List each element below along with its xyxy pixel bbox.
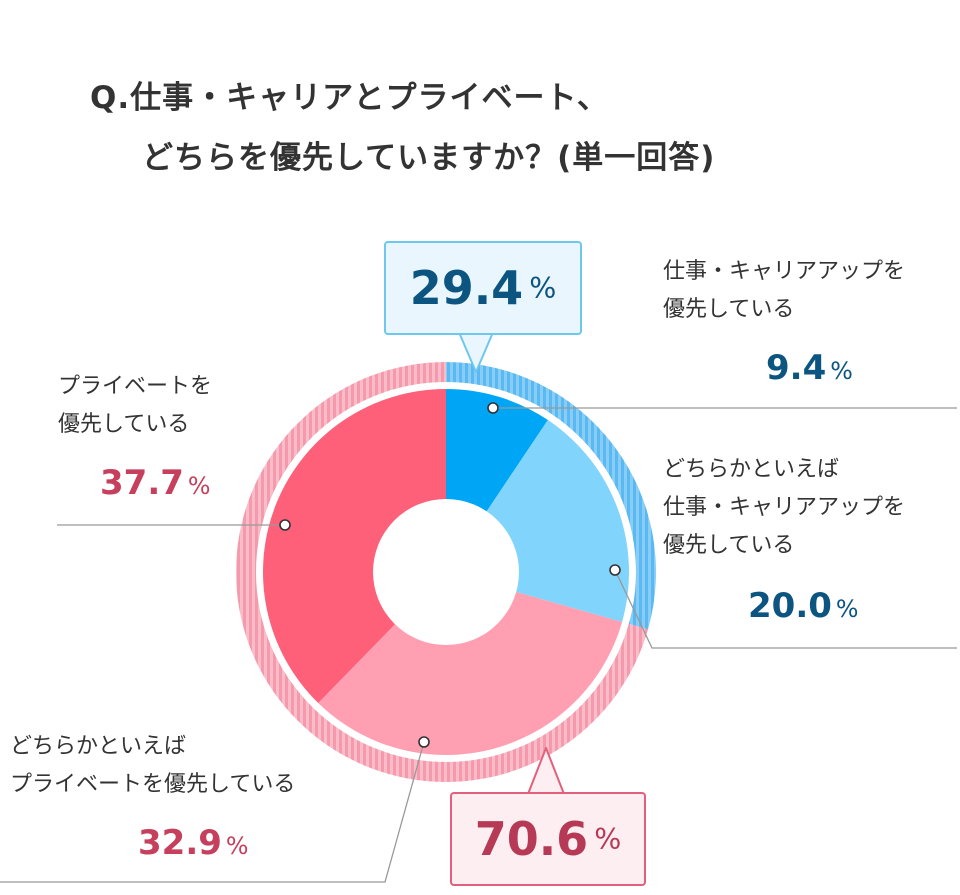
value-rather-private: 32.9% bbox=[138, 823, 249, 863]
label-work-line-1: 仕事・キャリアアップを bbox=[663, 259, 906, 284]
label-work-line-2: 優先している bbox=[663, 297, 795, 322]
label-private-line-1: プライベートを bbox=[58, 374, 213, 399]
callout-work-total-value: 29.4 bbox=[409, 261, 524, 315]
value-rather-private-number: 32.9 bbox=[138, 823, 222, 863]
value-rather-work-pct: % bbox=[835, 595, 859, 623]
value-private-number: 37.7 bbox=[100, 463, 184, 503]
marker-rather-private bbox=[418, 736, 430, 748]
value-private: 37.7% bbox=[100, 463, 211, 503]
donut-hole bbox=[373, 499, 519, 645]
label-rather-work-line-2: 仕事・キャリアアップを bbox=[663, 495, 906, 520]
title-line-2: どちらを優先していますか？(単一回答) bbox=[142, 140, 716, 176]
value-work-number: 9.4 bbox=[766, 348, 827, 388]
label-rather-private-line-2: プライベートを優先している bbox=[10, 772, 296, 797]
marker-rather-work bbox=[609, 564, 621, 576]
marker-work bbox=[487, 402, 499, 414]
value-rather-work-number: 20.0 bbox=[748, 586, 832, 626]
label-rather-work-line-1: どちらかといえば bbox=[663, 457, 840, 482]
value-private-pct: % bbox=[187, 472, 211, 500]
label-rather-work-line-3: 優先している bbox=[663, 533, 795, 558]
marker-private bbox=[279, 519, 291, 531]
label-rather-work: どちらかといえば 仕事・キャリアアップを 優先している bbox=[663, 451, 905, 565]
slice-private bbox=[263, 389, 446, 704]
callout-private-total-pct: % bbox=[594, 822, 622, 856]
leader-line-rather-work bbox=[614, 569, 957, 649]
leader-line-rather-private bbox=[0, 741, 425, 883]
value-work: 9.4% bbox=[766, 348, 853, 388]
slice-rather-private bbox=[318, 572, 623, 755]
callout-work-total: 29.4% bbox=[384, 241, 582, 335]
value-rather-private-pct: % bbox=[225, 832, 249, 860]
value-work-pct: % bbox=[830, 357, 853, 385]
callout-private-total: 70.6% bbox=[450, 792, 646, 886]
chart-title: Q.仕事・キャリアとプライベート、 どちらを優先していますか？(単一回答) bbox=[90, 68, 715, 188]
label-private-line-2: 優先している bbox=[58, 412, 190, 437]
label-private: プライベートを 優先している bbox=[58, 368, 212, 444]
label-rather-private-line-1: どちらかといえば bbox=[10, 734, 187, 759]
value-rather-work: 20.0% bbox=[748, 586, 859, 626]
label-rather-private: どちらかといえば プライベートを優先している bbox=[10, 728, 295, 804]
callout-private-total-value: 70.6 bbox=[474, 812, 589, 866]
title-line-1: Q.仕事・キャリアとプライベート、 bbox=[90, 80, 609, 116]
callout-work-total-pct: % bbox=[529, 271, 557, 305]
label-work: 仕事・キャリアアップを 優先している bbox=[663, 253, 905, 329]
